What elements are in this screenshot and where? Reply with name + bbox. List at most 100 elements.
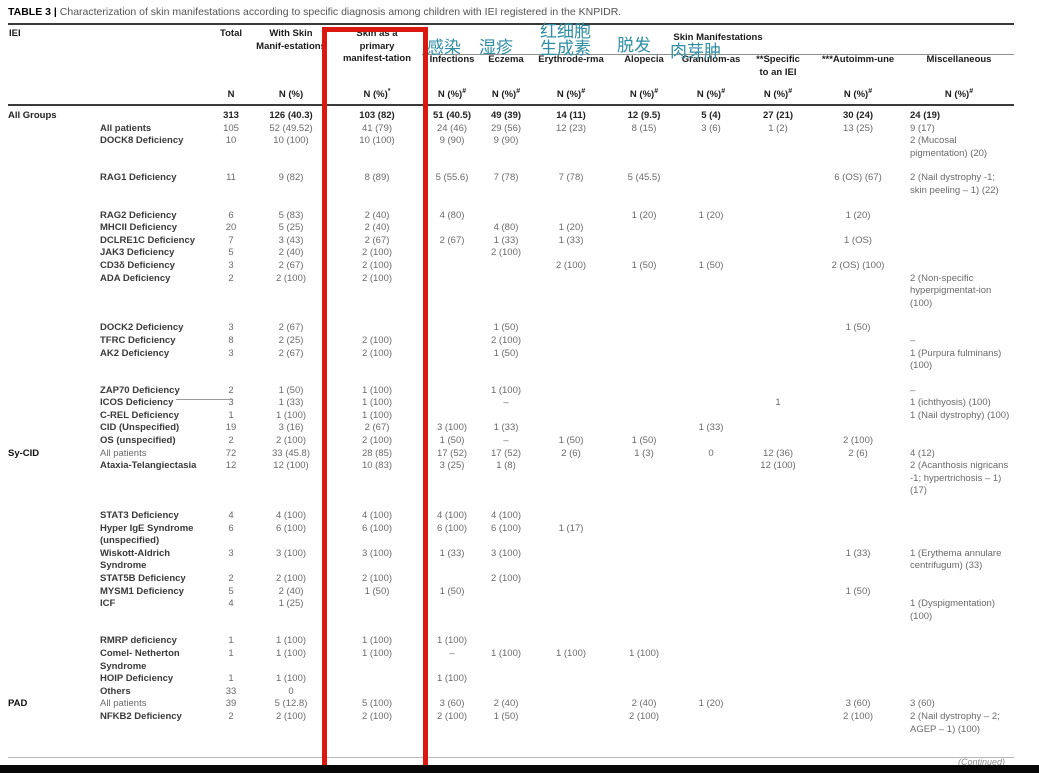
cell-total: 39 bbox=[225, 698, 237, 710]
cell-diagnosis-name: CID (Unspecified) bbox=[100, 422, 180, 434]
cell-total: 3 bbox=[228, 347, 234, 359]
table-row: RMRP deficiency 1 1 (100) 1 (100) 1 (100) bbox=[8, 635, 1014, 648]
cell-with-skin: 5 (25) bbox=[278, 222, 304, 234]
cell-skin-primary: 6 (100) bbox=[361, 522, 393, 534]
cell-diagnosis-name: Hyper IgE Syndrome (unspecified) bbox=[100, 522, 194, 547]
cell-alopecia: 2 (40) bbox=[631, 698, 657, 710]
cell-with-skin: 2 (67) bbox=[278, 259, 304, 271]
cell-skin-primary: 10 (83) bbox=[361, 460, 393, 472]
footnote-marker: # bbox=[788, 88, 793, 95]
column-group-underline bbox=[422, 54, 1014, 55]
cell-diagnosis-name: Others bbox=[100, 685, 131, 697]
cell-diagnosis-name: STAT5B Deficiency bbox=[100, 573, 186, 584]
cell-group-label: Sy-CID bbox=[8, 447, 40, 459]
cell-total: 72 bbox=[225, 447, 237, 459]
cell-total: 3 bbox=[228, 322, 234, 334]
cell-with-skin: 2 (100) bbox=[275, 435, 307, 447]
table-row: DCLRE1C Deficiency 7 3 (43) 2 (67) 2 (67) 1 (… bbox=[8, 235, 1014, 248]
cell-total: 1 bbox=[228, 635, 234, 647]
cell-autoimmune: 2 (100) bbox=[842, 710, 874, 722]
table-row: MYSM1 Deficiency 5 2 (40) 1 (50) 1 (50) 1 (50… bbox=[8, 586, 1014, 599]
col-subheader-with-skin: N (%) bbox=[252, 88, 330, 100]
table-row: ADA Deficiency 2 2 (100) 2 (100) 2 (Non-spec… bbox=[8, 273, 1014, 311]
cell-eczema: 6 (100) bbox=[490, 522, 522, 534]
col-subheader-eczema: N (%)# bbox=[480, 88, 532, 100]
cell-with-skin: 3 (43) bbox=[278, 234, 304, 246]
cell-infections: 1 (50) bbox=[439, 435, 465, 447]
cell-eczema: – bbox=[503, 397, 509, 409]
cell-skin-primary: 2 (100) bbox=[361, 573, 393, 584]
translation-annotation: 感染 bbox=[427, 38, 461, 57]
translation-annotation: 脱发 bbox=[617, 36, 651, 55]
table-row: Ataxia-Telangiectasia 12 12 (100) 10 (83) 3 … bbox=[8, 460, 1014, 498]
cell-with-skin: 3 (100) bbox=[275, 547, 307, 559]
cell-with-skin: 10 (100) bbox=[273, 135, 309, 147]
cell-with-skin: 5 (83) bbox=[278, 209, 304, 221]
cell-total: 10 bbox=[225, 135, 237, 147]
cell-group-label: All Groups bbox=[8, 110, 57, 121]
header-bottom-rule bbox=[8, 104, 1014, 106]
cell-miscellaneous: – bbox=[910, 384, 916, 396]
cell-total: 105 bbox=[223, 122, 239, 134]
col-header-alopecia: Alopecia bbox=[624, 54, 664, 65]
cell-miscellaneous: 1 (Purpura fulminans) (100) bbox=[910, 347, 1002, 372]
col-header-granulomas: Granulom-as bbox=[681, 54, 741, 65]
table-row: RAG1 Deficiency 11 9 (82) 8 (89) 5 (55.6) 7 (… bbox=[8, 172, 1014, 197]
cell-skin-primary: 8 (89) bbox=[364, 172, 390, 184]
cell-autoimmune: 2 (6) bbox=[848, 447, 868, 459]
cell-with-skin: 1 (100) bbox=[275, 635, 307, 647]
table-row: Comel- Netherton Syndrome 1 1 (100) 1 (100)… bbox=[8, 648, 1014, 673]
cell-erythroderma: 12 (23) bbox=[555, 122, 587, 134]
cell-infections: 3 (60) bbox=[439, 698, 465, 710]
cell-diagnosis-name: Comel- Netherton Syndrome bbox=[100, 647, 180, 672]
subheader-text: N (%) bbox=[556, 89, 582, 101]
cell-alopecia: 1 (20) bbox=[631, 209, 657, 221]
cell-erythroderma: 2 (6) bbox=[561, 447, 581, 459]
table-row: ICOS Deficiency 3 1 (33) 1 (100) – 1 1 (ichthy… bbox=[8, 397, 1014, 410]
col-header-skin-primary: Skin as a primary manifest-tation bbox=[342, 28, 412, 64]
cell-eczema: 2 (100) bbox=[490, 573, 522, 584]
row-spacer bbox=[8, 498, 1014, 510]
cell-infections: 3 (100) bbox=[436, 422, 468, 434]
cell-specific-to-iei: 12 (100) bbox=[760, 460, 796, 472]
cell-with-skin: 4 (100) bbox=[275, 510, 307, 522]
col-header-miscellaneous: Miscellaneous bbox=[926, 54, 992, 65]
table-row: AK2 Deficiency 3 2 (67) 2 (100) 1 (50) 1 (Pur… bbox=[8, 348, 1014, 373]
cell-with-skin: 3 (16) bbox=[278, 422, 304, 434]
cell-erythroderma: 14 (11) bbox=[556, 110, 586, 121]
stray-line-artifact bbox=[176, 399, 232, 400]
cell-eczema: 3 (100) bbox=[490, 547, 522, 559]
cell-skin-primary: 2 (100) bbox=[361, 347, 393, 359]
cell-skin-primary: 1 (100) bbox=[361, 384, 393, 396]
cell-granulomas: 1 (20) bbox=[698, 698, 724, 710]
cell-total: 33 bbox=[225, 685, 237, 697]
cell-eczema: 1 (50) bbox=[493, 347, 519, 359]
cell-granulomas: 1 (33) bbox=[698, 422, 724, 434]
cell-total: 2 bbox=[228, 573, 234, 584]
cell-eczema: 7 (78) bbox=[493, 172, 519, 184]
cell-total: 19 bbox=[225, 422, 237, 434]
cell-infections: 1 (100) bbox=[436, 635, 468, 647]
table-bottom-rule bbox=[8, 757, 1014, 758]
cell-eczema: – bbox=[503, 435, 509, 447]
header-label-row: IEI Total With Skin Manif-estations Skin as… bbox=[8, 28, 1014, 86]
cell-miscellaneous: 9 (17) bbox=[910, 122, 935, 134]
cell-infections: 9 (90) bbox=[439, 135, 465, 147]
cell-alopecia: 12 (9.5) bbox=[627, 110, 661, 121]
cell-skin-primary: 2 (40) bbox=[364, 209, 390, 221]
table-caption: TABLE 3 | Characterization of skin manif… bbox=[8, 6, 621, 18]
row-spacer bbox=[8, 198, 1014, 210]
cell-diagnosis-name: AK2 Deficiency bbox=[100, 347, 170, 359]
cell-miscellaneous: 2 (Mucosal pigmentation) (20) bbox=[910, 135, 988, 159]
cell-diagnosis-name: HOIP Deficiency bbox=[100, 673, 174, 685]
cell-infections: 17 (52) bbox=[436, 447, 468, 459]
cell-total: 8 bbox=[228, 334, 234, 346]
cell-autoimmune: 2 (OS) (100) bbox=[831, 259, 885, 271]
cell-with-skin: 2 (40) bbox=[278, 585, 304, 597]
cell-specific-to-iei: 12 (36) bbox=[762, 447, 794, 459]
cell-diagnosis-name: ZAP70 Deficiency bbox=[100, 384, 180, 396]
cell-eczema: 1 (50) bbox=[493, 710, 519, 722]
translation-annotation: 肉芽肿 bbox=[670, 42, 721, 61]
